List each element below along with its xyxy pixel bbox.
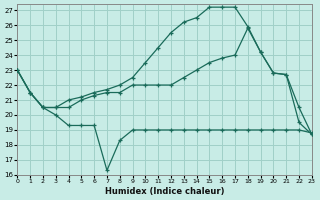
X-axis label: Humidex (Indice chaleur): Humidex (Indice chaleur) bbox=[105, 187, 224, 196]
